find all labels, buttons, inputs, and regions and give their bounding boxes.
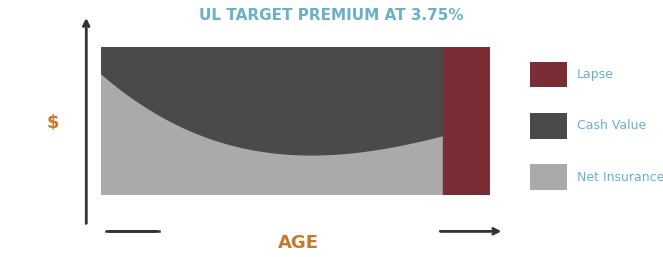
Text: UL TARGET PREMIUM AT 3.75%: UL TARGET PREMIUM AT 3.75% [199, 8, 464, 23]
Text: Net Insurance: Net Insurance [577, 171, 663, 184]
Text: AGE: AGE [278, 234, 319, 252]
Text: $: $ [47, 114, 59, 132]
Text: Cash Value: Cash Value [577, 120, 646, 132]
Text: Lapse: Lapse [577, 68, 614, 81]
